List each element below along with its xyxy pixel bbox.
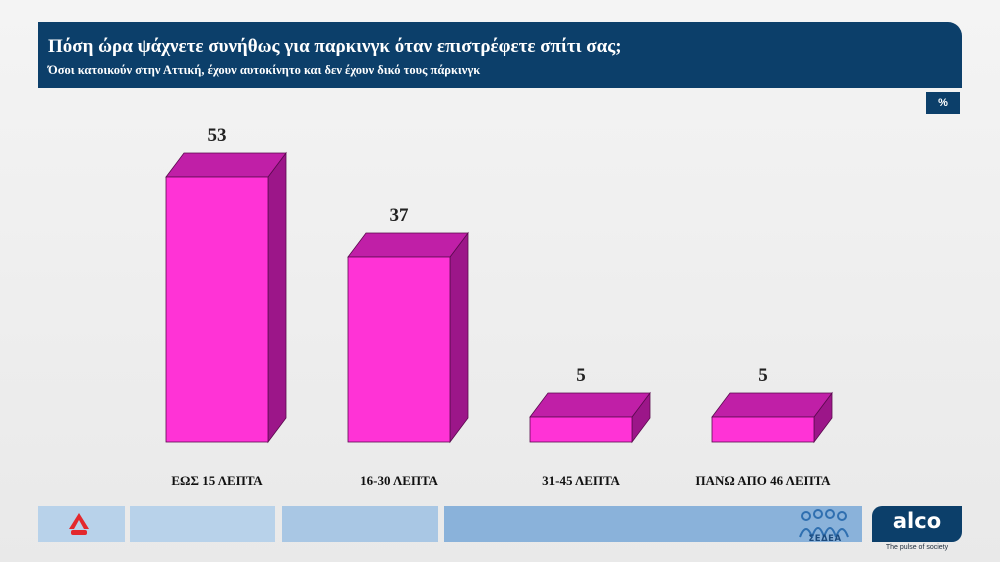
bar-1 bbox=[165, 151, 287, 444]
bars-group bbox=[165, 151, 833, 444]
category-label: ΕΩΣ 15 ΛΕΠΤΑ bbox=[171, 473, 263, 488]
bar-front bbox=[347, 256, 451, 443]
footer-strip bbox=[130, 506, 275, 542]
category-label: 31-45 ΛΕΠΤΑ bbox=[542, 473, 620, 488]
bar-top bbox=[165, 152, 287, 178]
bar-top bbox=[529, 392, 651, 418]
sedea-logo-text: ΣΕΔΕΑ bbox=[808, 534, 842, 544]
bar-front bbox=[711, 416, 815, 443]
value-labels-group: 53 37 5 5 bbox=[208, 125, 768, 386]
footer-strip bbox=[444, 506, 862, 542]
data-label: 53 bbox=[208, 125, 227, 146]
bar-top bbox=[347, 232, 469, 258]
category-label: 16-30 ΛΕΠΤΑ bbox=[360, 473, 438, 488]
alco-tagline: The pulse of society bbox=[885, 544, 949, 551]
category-labels-group: ΕΩΣ 15 ΛΕΠΤΑ 16-30 ΛΕΠΤΑ 31-45 ΛΕΠΤΑ ΠΑΝΩ Α… bbox=[171, 473, 831, 488]
category-label: ΠΑΝΩ ΑΠΟ 46 ΛΕΠΤΑ bbox=[695, 473, 831, 488]
alpha-logo-icon bbox=[69, 513, 89, 535]
alco-logo-text: alco bbox=[892, 509, 942, 533]
chart-header: Πόση ώρα ψάχνετε συνήθως για παρκινγκ ότ… bbox=[38, 22, 962, 88]
data-label: 5 bbox=[758, 365, 768, 386]
sedea-logo-icon bbox=[799, 509, 849, 538]
bar-side bbox=[449, 231, 469, 444]
bar-top bbox=[711, 392, 833, 418]
footer-strip bbox=[282, 506, 438, 542]
chart-title: Πόση ώρα ψάχνετε συνήθως για παρκινγκ ότ… bbox=[48, 36, 622, 57]
bar-2 bbox=[347, 231, 469, 444]
unit-badge: % bbox=[926, 92, 960, 114]
alco-logo: alco bbox=[872, 506, 962, 542]
bar-3 bbox=[529, 391, 651, 444]
bar-front bbox=[165, 176, 269, 443]
data-label: 5 bbox=[576, 365, 586, 386]
bar-4 bbox=[711, 391, 833, 444]
bar-front bbox=[529, 416, 633, 443]
chart-subtitle: Όσοι κατοικούν στην Αττική, έχουν αυτοκί… bbox=[48, 63, 481, 77]
bar-side bbox=[267, 151, 287, 444]
data-label: 37 bbox=[390, 205, 410, 226]
